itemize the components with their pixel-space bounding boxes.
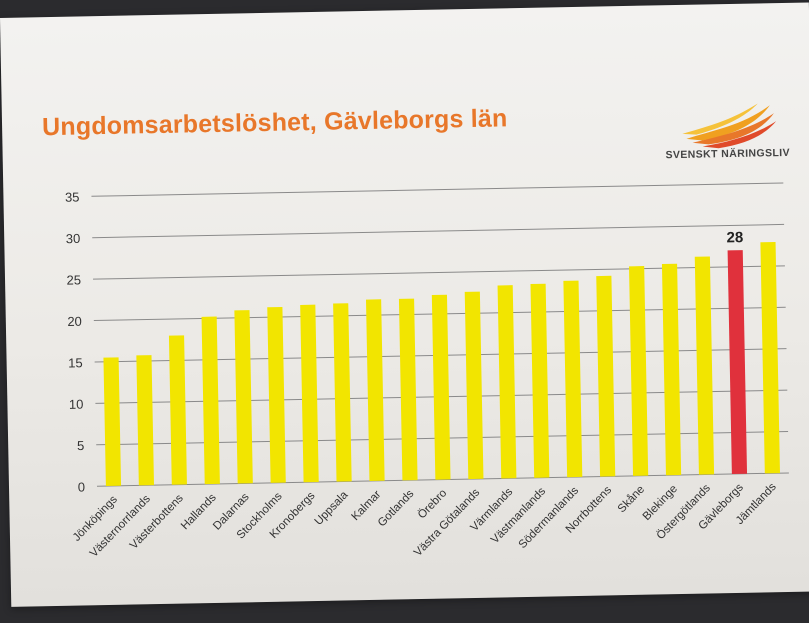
slide-paper: Ungdomsarbetslöshet, Gävleborgs län SVEN… [0,2,809,607]
chart-title: Ungdomsarbetslöshet, Gävleborgs län [41,104,508,142]
bar [694,256,715,475]
gridline [93,265,785,280]
bar-chart-svg: 05101520253035JönköpingsVästernorrlandsV… [65,182,789,560]
bar [563,280,583,478]
y-tick-label: 25 [66,272,81,287]
svenskt-naringsliv-logo: SVENSKT NÄRINGSLIV [662,99,793,171]
x-tick-label: Skåne [616,483,647,515]
logo-text: SVENSKT NÄRINGSLIV [665,146,791,162]
bar [136,355,155,486]
bar [661,263,682,476]
bar [497,285,517,479]
y-tick-label: 30 [66,231,81,246]
bar [201,316,220,485]
bar [398,298,418,481]
gridline [92,223,785,239]
data-label: 28 [726,229,743,246]
bar [168,335,187,485]
highlight-bar [727,250,748,475]
x-tick-label: Gotlands [376,488,417,530]
bar [596,275,616,477]
bar [267,306,286,483]
bar [629,266,649,476]
bar [530,283,550,478]
bar [365,299,385,481]
bar [333,303,352,482]
bird-logo-icon [682,103,777,149]
bar [234,310,253,484]
bar [464,291,484,480]
bar [760,241,780,474]
bar [431,294,451,480]
y-tick-label: 10 [69,397,84,412]
x-tick-label: Uppsala [313,489,351,528]
x-tick-label: Södermanlands [517,485,582,552]
y-tick-label: 35 [65,190,80,205]
bar [103,357,122,487]
y-tick-label: 20 [67,314,82,329]
y-tick-label: 5 [77,438,85,453]
bar [300,304,319,483]
y-tick-label: 15 [68,355,83,370]
gridline [91,182,784,197]
bar-chart: 0 5 10 15 20 25 30 35 Jönköpings Västernorrlands V… [3,172,809,617]
y-tick-label: 0 [78,479,86,494]
